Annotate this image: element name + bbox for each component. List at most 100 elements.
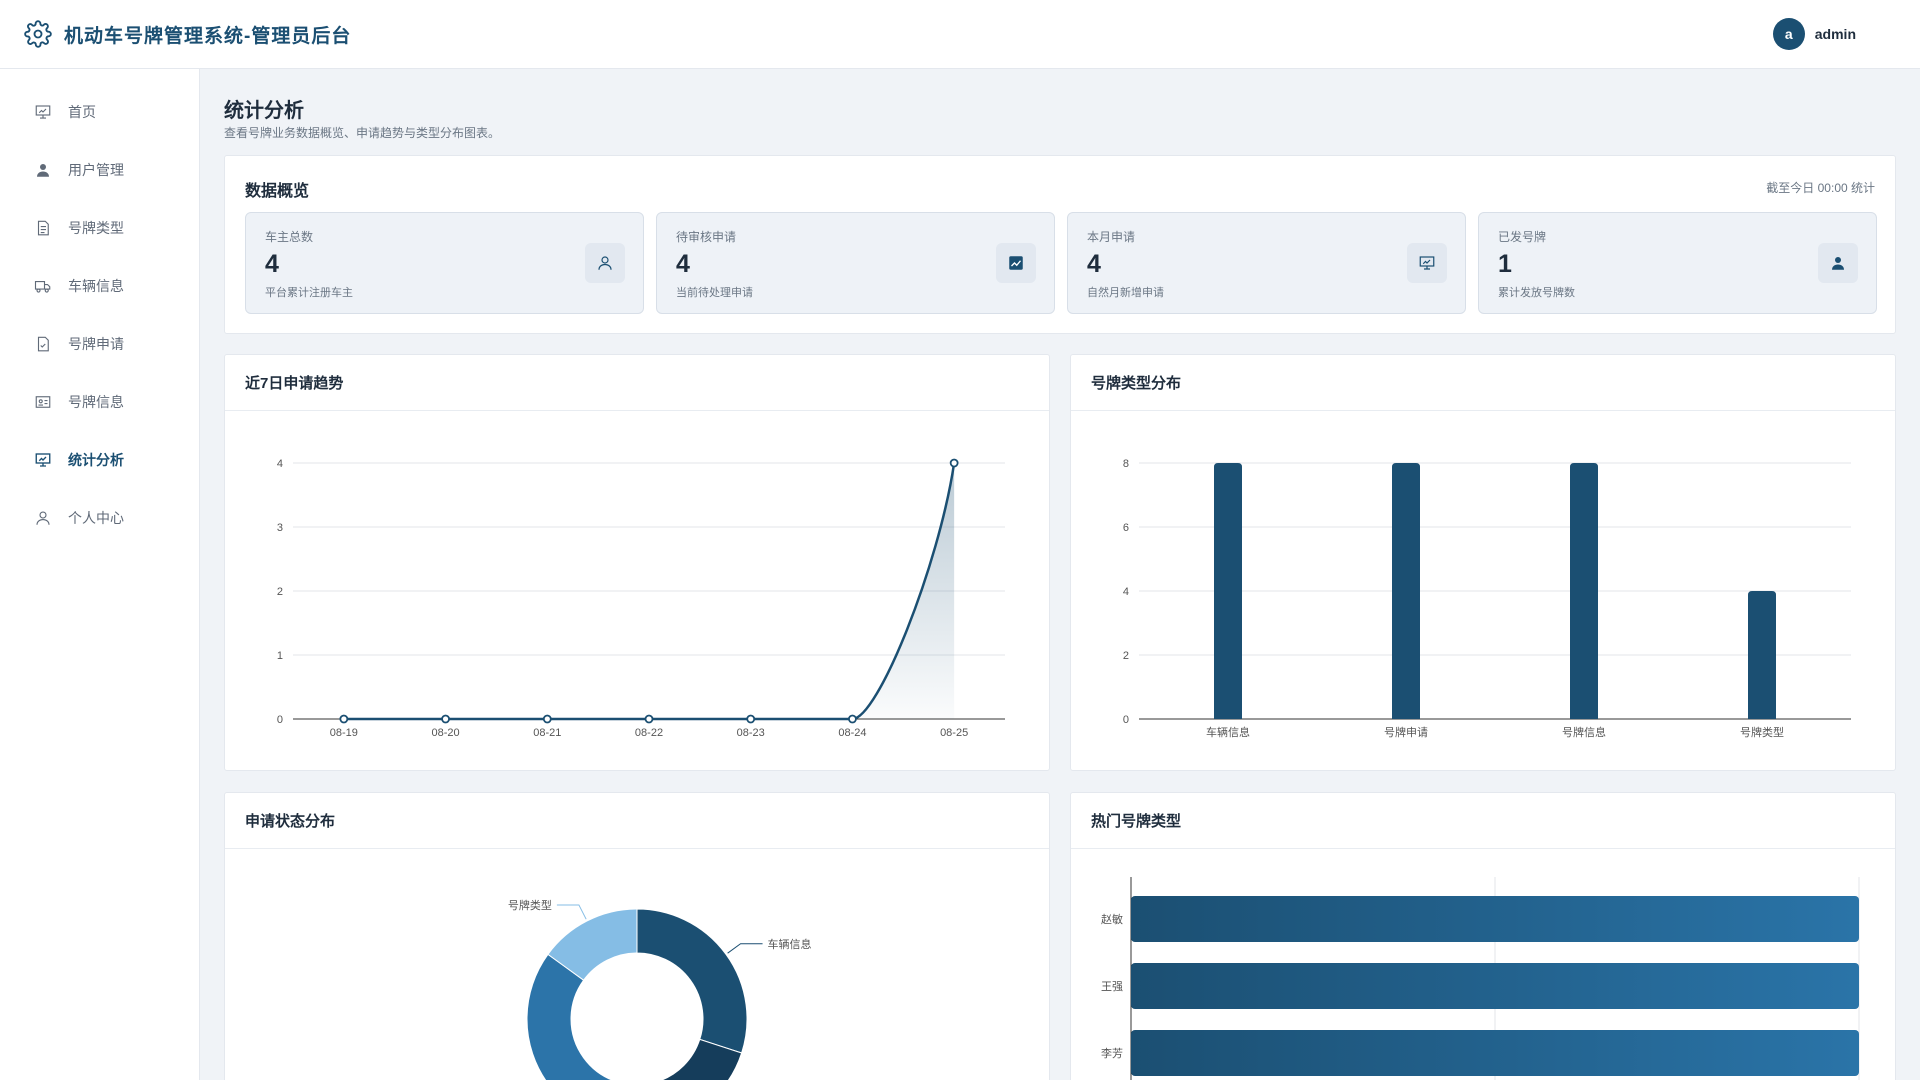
- slice-label: 号牌类型: [508, 898, 552, 912]
- label-leader: [727, 943, 763, 954]
- stat-value: 4: [676, 250, 690, 278]
- bar: [1131, 896, 1859, 942]
- x-tick-label: 08-23: [737, 727, 765, 739]
- x-tick-label: 号牌信息: [1562, 725, 1606, 739]
- y-tick-label: 4: [277, 458, 283, 470]
- page-title: 统计分析: [224, 100, 304, 122]
- stat-card-issued: 已发号牌 1 累计发放号牌数: [1478, 212, 1877, 314]
- y-tick-label: 李芳: [1101, 1046, 1123, 1060]
- user-filled-icon: [1832, 257, 1844, 270]
- pie-slice: [636, 908, 748, 1054]
- slice-label: 车辆信息: [768, 937, 812, 951]
- x-tick-label: 08-25: [940, 727, 968, 739]
- presentation-chart-icon: [35, 105, 51, 119]
- pie-slice: [660, 1038, 743, 1080]
- overview-note: 截至今日 00:00 统计: [1766, 181, 1875, 195]
- bar: [1131, 963, 1859, 1009]
- stat-label: 已发号牌: [1498, 230, 1547, 244]
- sidebar: 首页 用户管理 号牌类型 车辆信息 号牌申请 号牌信息 统计分析 个人中心: [0, 69, 200, 1080]
- sidebar-item-label: 号牌类型: [68, 220, 124, 236]
- x-tick-label: 08-21: [533, 727, 561, 739]
- sidebar-item-label: 首页: [68, 104, 96, 120]
- y-tick-label: 0: [1123, 714, 1129, 726]
- x-tick-label: 08-22: [635, 727, 663, 739]
- sidebar-item-statistics[interactable]: 统计分析: [0, 431, 199, 489]
- stat-icon-box: [996, 243, 1036, 283]
- sidebar-item-label: 车辆信息: [68, 278, 124, 294]
- truck-icon: [34, 280, 51, 293]
- chart-title: 热门号牌类型: [1071, 793, 1895, 849]
- chart-title: 申请状态分布: [225, 793, 1049, 849]
- sidebar-item-plate-type[interactable]: 号牌类型: [0, 199, 199, 257]
- bar: [1131, 1030, 1859, 1076]
- stat-label: 车主总数: [265, 230, 314, 244]
- y-tick-label: 8: [1123, 458, 1129, 470]
- stat-card-pending: 待审核申请 4 当前待处理申请: [656, 212, 1055, 314]
- pie-slice: [526, 953, 614, 1080]
- data-point: [542, 714, 552, 724]
- stat-card-owners: 车主总数 4 平台累计注册车主: [245, 212, 644, 314]
- stat-subtitle: 自然月新增申请: [1087, 287, 1164, 299]
- y-tick-label: 0: [277, 714, 283, 726]
- series-line: [343, 462, 956, 721]
- stat-label: 本月申请: [1087, 230, 1136, 244]
- y-tick-label: 6: [1123, 522, 1129, 534]
- status-chart-card: 申请状态分布 车辆信息号牌信息号牌类型: [224, 792, 1050, 1080]
- y-tick-label: 赵敏: [1101, 912, 1123, 926]
- overview-title: 数据概览: [245, 183, 310, 200]
- sidebar-item-user-management[interactable]: 用户管理: [0, 141, 199, 199]
- data-point: [339, 714, 349, 724]
- trend-chart-card: 近7日申请趋势 0 1 2 3 4 08-19 08-20 08-21 08-22 08-23 08…: [224, 354, 1050, 771]
- user-icon: [37, 164, 49, 177]
- stat-value: 4: [265, 250, 279, 278]
- user-menu[interactable]: a admin: [1772, 18, 1856, 50]
- y-tick-label: 4: [1123, 586, 1129, 598]
- sidebar-item-home[interactable]: 首页: [0, 83, 199, 141]
- chart-title: 号牌类型分布: [1071, 355, 1895, 411]
- sidebar-item-label: 用户管理: [68, 162, 124, 178]
- stat-value: 1: [1498, 250, 1512, 278]
- y-tick-label: 王强: [1101, 981, 1123, 993]
- page-description: 查看号牌业务数据概览、申请趋势与类型分布图表。: [224, 126, 501, 140]
- id-card-icon: [35, 396, 51, 408]
- sidebar-item-vehicle-info[interactable]: 车辆信息: [0, 257, 199, 315]
- data-point: [441, 714, 450, 724]
- gear-icon[interactable]: [24, 20, 52, 48]
- y-tick-label: 1: [277, 650, 283, 662]
- stat-subtitle: 当前待处理申请: [676, 287, 753, 299]
- x-tick-label: 号牌类型: [1740, 725, 1784, 739]
- sidebar-item-label: 统计分析: [68, 452, 124, 468]
- y-tick-label: 2: [277, 586, 283, 598]
- avatar[interactable]: a: [1772, 18, 1805, 50]
- pie-slice: [547, 908, 638, 981]
- bar: [1570, 463, 1598, 719]
- x-tick-label: 08-24: [838, 727, 866, 739]
- stat-icon-box: [1818, 243, 1858, 283]
- presentation-chart-icon: [35, 453, 51, 467]
- sidebar-item-plate-info[interactable]: 号牌信息: [0, 373, 199, 431]
- file-check-icon: [37, 336, 49, 352]
- type-chart-card: 号牌类型分布 0 2 4 6 8 车辆信息 号牌申请 号牌信息 号牌类型: [1070, 354, 1896, 771]
- label-leader: [556, 904, 587, 920]
- x-tick-label: 08-19: [330, 727, 358, 739]
- data-point: [848, 714, 857, 724]
- stat-subtitle: 平台累计注册车主: [265, 287, 353, 299]
- stat-label: 待审核申请: [676, 230, 737, 244]
- bar: [1392, 463, 1420, 719]
- bar: [1748, 591, 1776, 719]
- username[interactable]: admin: [1814, 26, 1856, 42]
- sidebar-item-label: 号牌信息: [68, 394, 124, 410]
- x-tick-label: 号牌申请: [1384, 725, 1428, 739]
- top-header: 机动车号牌管理系统-管理员后台 a admin: [0, 0, 1920, 69]
- y-tick-label: 3: [277, 522, 283, 534]
- sidebar-item-profile[interactable]: 个人中心: [0, 489, 199, 547]
- hot-chart-card: 热门号牌类型 赵敏王强李芳: [1070, 792, 1896, 1080]
- sidebar-item-plate-application[interactable]: 号牌申请: [0, 315, 199, 373]
- data-point: [746, 714, 756, 724]
- x-tick-label: 08-20: [432, 727, 460, 739]
- document-icon: [37, 220, 49, 236]
- data-point: [644, 714, 654, 724]
- sidebar-item-label: 个人中心: [68, 510, 124, 526]
- presentation-chart-icon: [1419, 256, 1435, 270]
